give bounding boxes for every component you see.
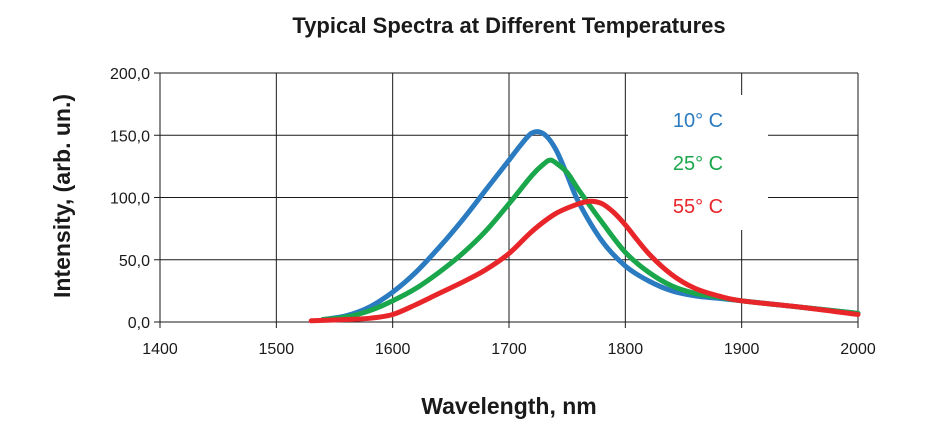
series-line-3 [308,198,861,324]
legend: 10° C 25° C 55° C [673,110,723,218]
x-tick-label: 1800 [608,341,644,358]
x-tick-label: 1500 [259,341,295,358]
x-tick-label: 1400 [142,341,178,358]
x-tick-label: 1900 [724,341,760,358]
x-axis-label: Wavelength, nm [421,393,597,419]
y-tick-label: 50,0 [119,253,150,270]
chart-title: Typical Spectra at Different Temperature… [292,13,725,38]
series [308,129,861,324]
x-tick-label: 1700 [491,341,527,358]
y-tick-label: 100,0 [110,191,150,208]
x-tick-label: 2000 [840,341,876,358]
y-tick-label: 200,0 [110,66,150,83]
series-line-2 [320,157,861,322]
legend-background [628,95,768,230]
y-axis-ticks: 0,0 50,0 100,0 150,0 200,0 [110,66,150,332]
legend-entry-2: 25° C [673,153,723,175]
x-tick-label: 1600 [375,341,411,358]
legend-entry-3: 55° C [673,196,723,218]
y-axis-label: Intensity, (arb. un.) [49,94,75,298]
legend-entry-1: 10° C [673,110,723,132]
y-tick-label: 150,0 [110,128,150,145]
x-axis-ticks: 1400 1500 1600 1700 1800 1900 2000 [142,341,876,358]
y-tick-label: 0,0 [128,315,150,332]
